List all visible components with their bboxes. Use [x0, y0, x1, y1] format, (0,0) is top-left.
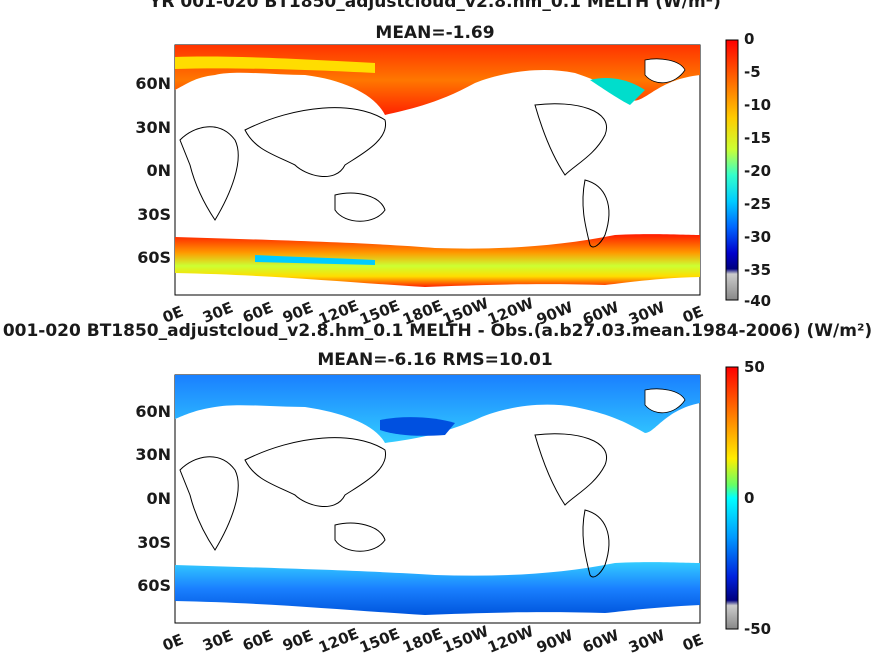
panel2-lon-0: 0E	[160, 630, 186, 655]
panel2-lon-10: 60W	[580, 625, 622, 657]
panel2-lat-0n: 0N	[146, 489, 171, 508]
panel1-lat-60s: 60S	[137, 248, 171, 267]
panel2-lat-30n: 30N	[135, 445, 171, 464]
panel2-lon-1: 30E	[200, 626, 236, 655]
panel2-lon-7: 150W	[440, 622, 492, 657]
panel1-cb-tick-3: -15	[744, 129, 772, 147]
panel2-lon-6: 180E	[400, 624, 446, 657]
panel1-title: YR 001-020 BT1850_adjustcloud_v2.8.hm_0.…	[149, 0, 721, 12]
panel1-map	[174, 44, 701, 296]
panel2-lon-11: 30W	[626, 625, 668, 657]
panel1-colorbar	[725, 39, 739, 301]
panel2-subtitle: MEAN=-6.16 RMS=10.01	[317, 350, 553, 370]
panel2-lon-12: 0E	[680, 630, 706, 655]
panel2-lat-60n: 60N	[135, 402, 171, 421]
panel1-cb-tick-0: 0	[744, 30, 755, 48]
panel1-lat-60n: 60N	[135, 74, 171, 93]
panel2-lon-3: 90E	[280, 626, 316, 655]
panel2-title: 001-020 BT1850_adjustcloud_v2.8.hm_0.1 M…	[2, 321, 873, 341]
panel2-colorbar	[725, 366, 739, 630]
panel2-lat-60s: 60S	[137, 576, 171, 595]
panel1-lat-30s: 30S	[137, 205, 171, 224]
panel2-cb-tick-2: -50	[744, 620, 772, 638]
panel1-cb-tick-4: -20	[744, 162, 772, 180]
panel2-map	[174, 374, 701, 624]
panel1-cb-tick-2: -10	[744, 96, 772, 114]
panel1-cb-tick-8: -40	[744, 292, 772, 310]
panel1-cb-tick-5: -25	[744, 195, 772, 213]
panel2-lon-5: 150E	[357, 624, 403, 657]
panel2-cb-tick-0: 50	[744, 358, 765, 376]
panel1-lat-0n: 0N	[146, 161, 171, 180]
panel1-subtitle: MEAN=-1.69	[375, 23, 495, 43]
panel2-lon-2: 60E	[240, 626, 276, 655]
panel2-lon-9: 90W	[534, 625, 576, 657]
panel2-lat-30s: 30S	[137, 533, 171, 552]
panel1-cb-tick-7: -35	[744, 261, 772, 279]
panel2-lon-4: 120E	[316, 624, 362, 657]
panel1-lat-30n: 30N	[135, 118, 171, 137]
panel1-cb-tick-6: -30	[744, 228, 772, 246]
panel2-cb-tick-1: 0	[744, 489, 755, 507]
panel1-cb-tick-1: -5	[744, 63, 761, 81]
panel2-lon-8: 120W	[485, 622, 537, 657]
